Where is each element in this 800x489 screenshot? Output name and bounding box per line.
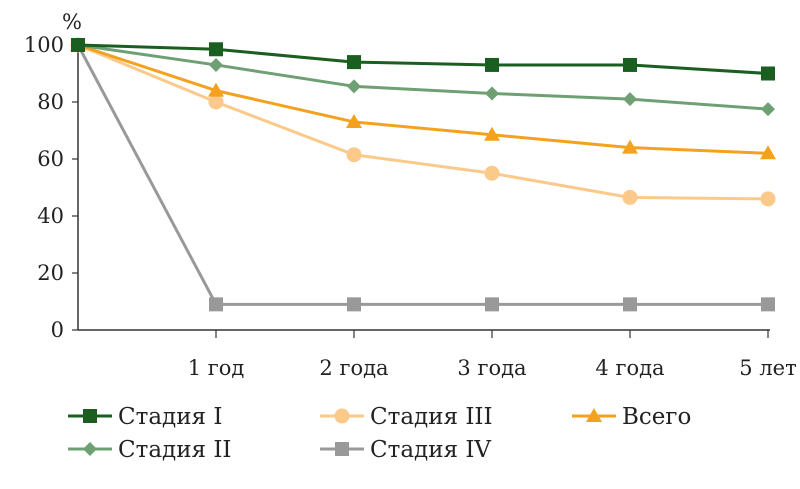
y-tick-label: 100 xyxy=(24,33,64,57)
x-tick-label: 3 года xyxy=(457,356,526,380)
legend-marker-swatch xyxy=(83,409,97,423)
data-point xyxy=(209,42,223,57)
x-tick-label: 2 года xyxy=(319,356,388,380)
x-tick-label: 5 лет xyxy=(739,356,796,380)
y-tick-label: 80 xyxy=(37,90,64,114)
x-tick-label: 1 год xyxy=(188,356,245,380)
data-point xyxy=(623,297,637,312)
series-line xyxy=(77,43,769,111)
data-point xyxy=(346,113,362,128)
data-point xyxy=(761,297,775,312)
series-line xyxy=(76,44,768,306)
legend-marker-swatch xyxy=(334,408,350,424)
data-point xyxy=(485,57,499,72)
data-point xyxy=(760,145,776,160)
legend-marker-swatch xyxy=(586,408,602,422)
data-point xyxy=(484,126,500,141)
data-point xyxy=(208,94,224,110)
legend-item: Стадия II xyxy=(68,437,232,463)
legend-item: Стадия III xyxy=(320,404,493,430)
data-point xyxy=(485,86,499,101)
legend-label: Стадия II xyxy=(118,437,232,463)
legend-label: Стадия I xyxy=(118,404,222,430)
series-layer xyxy=(70,37,776,312)
legend-marker-swatch xyxy=(335,442,349,456)
data-point xyxy=(347,79,361,94)
data-point xyxy=(623,57,637,72)
data-point xyxy=(622,189,638,205)
data-point xyxy=(760,191,776,207)
legend-item: Стадия IV xyxy=(320,437,491,463)
data-point xyxy=(623,92,637,107)
y-tick-label: 40 xyxy=(37,204,64,228)
data-point xyxy=(209,57,223,72)
y-axis-unit-label: % xyxy=(62,10,82,34)
data-point xyxy=(347,55,361,70)
series-2 xyxy=(70,37,776,207)
series-4 xyxy=(70,37,776,160)
legend-marker-swatch xyxy=(83,442,97,456)
data-point xyxy=(208,82,224,97)
x-tick-label: 4 года xyxy=(595,356,664,380)
data-point xyxy=(622,139,638,154)
series-line xyxy=(77,43,769,155)
series-0 xyxy=(71,38,775,81)
legend-label: Стадия IV xyxy=(370,437,491,463)
data-point xyxy=(347,297,361,312)
legend-item: Всего xyxy=(572,404,691,430)
y-tick-label: 20 xyxy=(37,261,64,285)
data-point xyxy=(484,165,500,181)
y-tick-label: 0 xyxy=(51,318,64,342)
legend-item: Стадия I xyxy=(68,404,222,430)
data-point xyxy=(761,102,775,117)
data-point xyxy=(485,297,499,312)
data-point xyxy=(346,147,362,163)
legend-label: Всего xyxy=(622,404,691,430)
legend: Стадия I Стадия III Всего Стадия II Стадия I… xyxy=(68,404,691,463)
axes: 0 20 40 60 80 100% 1 год 2 года 3 года 4 года 5 ле… xyxy=(24,10,797,380)
data-point xyxy=(71,38,85,52)
legend-label: Стадия III xyxy=(370,404,493,430)
series-line xyxy=(77,43,769,201)
data-point xyxy=(761,66,775,81)
data-point xyxy=(209,297,223,312)
series-line xyxy=(77,43,769,75)
y-tick-label: 60 xyxy=(37,147,64,171)
